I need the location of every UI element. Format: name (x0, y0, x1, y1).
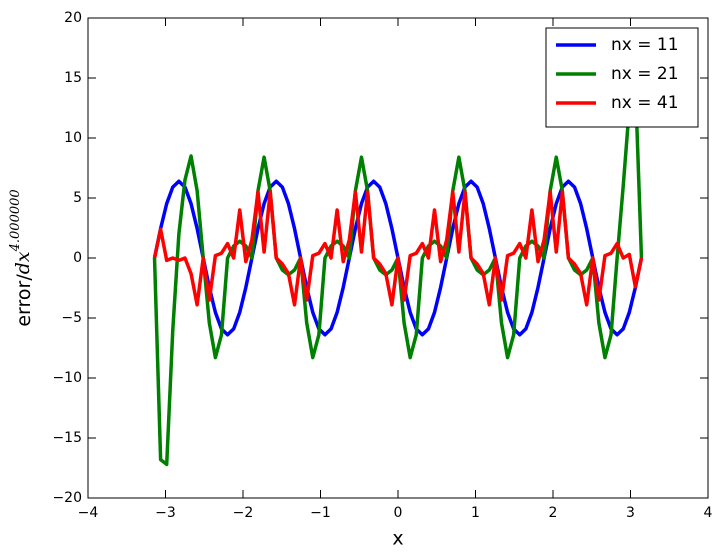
legend-label: nx = 11 (611, 35, 679, 55)
x-tick-label: −4 (78, 505, 99, 521)
plot-lines (152, 82, 644, 467)
y-label-exponent: 4.000000 (8, 189, 23, 252)
y-tick-label: 15 (64, 70, 82, 86)
y-tick-label: 5 (73, 190, 82, 206)
y-tick-label: 20 (64, 10, 82, 26)
y-tick-label: −5 (61, 310, 82, 326)
x-tick-label: −2 (233, 505, 254, 521)
series-line (152, 190, 644, 307)
x-tick-label: 0 (394, 505, 403, 521)
x-tick-label: −1 (310, 505, 331, 521)
y-tick-label: −15 (52, 430, 82, 446)
x-axis-label: x (392, 528, 403, 550)
y-axis-label: error/dx4.000000 (8, 189, 35, 326)
y-tick-label: 10 (64, 130, 82, 146)
y-label-var: dx (12, 251, 34, 274)
x-tick-label: 4 (704, 505, 713, 521)
y-tick-label: −20 (52, 490, 82, 506)
y-tick-label: 0 (73, 250, 82, 266)
y-label-base: error/ (13, 274, 35, 327)
x-tick-label: 1 (471, 505, 480, 521)
legend-label: nx = 21 (611, 64, 679, 84)
y-tick-label: −10 (52, 370, 82, 386)
x-tick-label: 3 (626, 505, 635, 521)
x-tick-label: 2 (549, 505, 558, 521)
legend-label: nx = 41 (611, 93, 679, 113)
x-tick-label: −3 (155, 505, 176, 521)
